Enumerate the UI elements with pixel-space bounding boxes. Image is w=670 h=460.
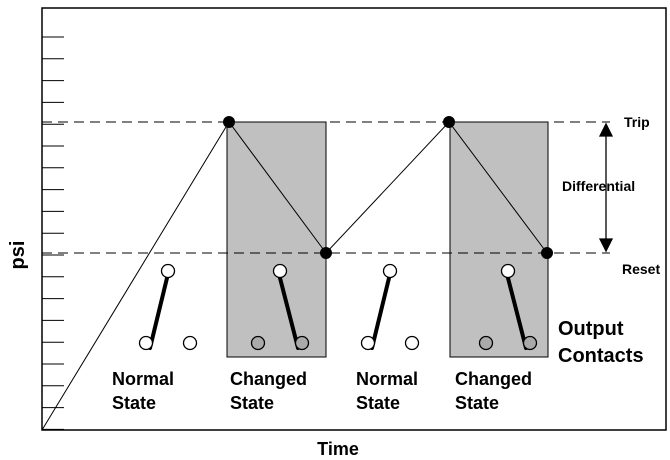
y-axis-label: psi — [7, 241, 29, 270]
contact-blade — [370, 276, 391, 350]
reset-point-2 — [541, 247, 553, 259]
common-terminal — [160, 263, 176, 279]
right-terminal — [294, 335, 310, 351]
left-terminal — [478, 335, 494, 351]
trip-point-1 — [223, 116, 235, 128]
state-2-line2: State — [230, 393, 274, 413]
common-terminal — [382, 263, 398, 279]
state-1-line1: Normal — [112, 369, 174, 389]
state-1-line2: State — [112, 393, 156, 413]
state-2-line1: Changed — [230, 369, 307, 389]
state-3-line2: State — [356, 393, 400, 413]
changed-state-region-1 — [226, 121, 327, 358]
output-contacts — [138, 263, 538, 351]
left-terminal — [360, 335, 376, 351]
contact-symbol-1 — [138, 263, 198, 351]
contact-blade — [278, 276, 300, 350]
trip-label: Trip — [624, 114, 650, 130]
left-terminal — [138, 335, 154, 351]
reset-label: Reset — [622, 261, 660, 277]
reset-point-1 — [320, 247, 332, 259]
differential-arrow — [598, 122, 614, 253]
y-axis-ticks — [42, 36, 64, 430]
differential-label: Differential — [562, 178, 635, 194]
contact-symbol-4 — [478, 263, 538, 351]
left-terminal — [250, 335, 266, 351]
contact-blade — [506, 276, 528, 350]
output-contacts-label-line1: Output — [558, 318, 624, 340]
state-3-line1: Normal — [356, 369, 418, 389]
output-contacts-label-line2: Contacts — [558, 345, 644, 367]
contact-symbol-3 — [360, 263, 420, 351]
right-terminal — [404, 335, 420, 351]
state-4-line1: Changed — [455, 369, 532, 389]
right-terminal — [522, 335, 538, 351]
changed-state-region-2 — [449, 121, 549, 358]
common-terminal — [500, 263, 516, 279]
state-4-line2: State — [455, 393, 499, 413]
x-axis-label: Time — [317, 439, 359, 459]
state-labels: Normal State Changed State Normal State … — [112, 369, 532, 413]
common-terminal — [272, 263, 288, 279]
trip-point-2 — [443, 116, 455, 128]
contact-symbol-2 — [250, 263, 310, 351]
contact-blade — [148, 276, 169, 350]
plot-frame — [41, 7, 667, 431]
right-terminal — [182, 335, 198, 351]
